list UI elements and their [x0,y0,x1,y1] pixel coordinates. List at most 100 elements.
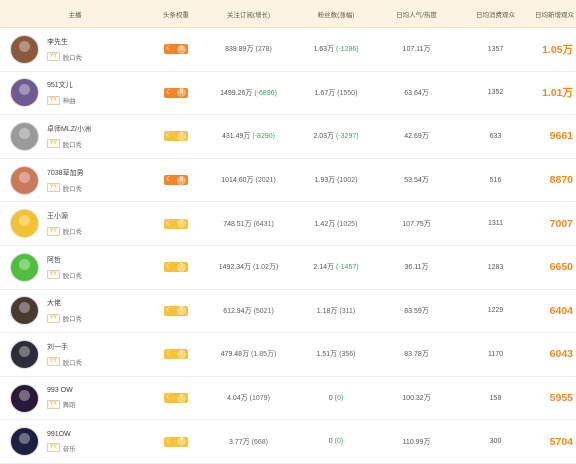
fans-cell: 1.51万 (356) [295,349,377,359]
gift-cell: 7007 [549,217,573,230]
popularity-cell: 107.11万 [402,46,431,54]
avatar[interactable] [10,165,39,195]
header-rank[interactable]: 头条权重 [163,11,189,19]
anchor-sub: YY 脱口秀 [47,52,82,62]
viewers-cell: 1357 [487,45,504,53]
table-row[interactable]: 刘一手 YY 脱口秀 ☾ 7 479.48万 (1.85万) 1.51万 (35… [0,333,576,377]
anchor-cell[interactable]: 7038草加男 YY 脱口秀 [0,165,150,195]
rank-level: 8 [177,88,186,98]
rank-cell: ☾ 8 [150,175,202,186]
anchor-sub: YY 脱口秀 [47,183,84,193]
anchor-name[interactable]: 王小源 [47,213,68,221]
anchor-name[interactable]: 刘一手 [47,343,68,351]
moon-icon: ☾ [166,263,173,271]
fans-cell: 1.93万 (1002) [295,175,377,185]
table-body: 李先生 YY 脱口秀 ☾ 8 839.89万 (278) 1.63万 (-128… [0,28,576,464]
anchor-sub: YY 神曲 [47,95,76,105]
fans-value: 2.03万 [313,133,335,141]
anchor-cell[interactable]: 大佬 YY 脱口秀 [0,296,150,326]
header-subscriptions[interactable]: 关注订阅(增长) [226,11,271,19]
gift-cell: 6043 [549,348,573,361]
verified-badge-icon: YY [47,313,60,323]
anchor-cell[interactable]: 卓师MLZ/小洲 YY 脱口秀 [0,121,150,151]
table-row[interactable]: 951文儿 YY 神曲 ☾ 8 1499.26万 (-6896) 1.67万 (… [0,72,576,116]
fans-cell: 1.63万 (-1286) [295,44,377,54]
avatar[interactable] [10,78,39,108]
anchor-category: 舞蹈 [62,402,76,410]
fans-value: 1.63万 [313,46,335,54]
rank-cell: ☾ 7 [150,131,202,142]
avatar[interactable] [10,121,39,151]
rank-badge: ☾ 7 [164,262,188,273]
rank-cell: ☾ 7 [150,262,202,273]
table-row[interactable]: 王小源 YY 脱口秀 ☾ 7 748.51万 (6431) 1.42万 (102… [0,202,576,246]
subscriptions-cell: 1492.34万 (1.02万) [202,262,295,272]
anchor-meta: 951文儿 YY 神曲 [47,80,76,105]
anchor-name[interactable]: 993 OW [47,387,73,395]
gift-cell: 5704 [549,435,573,448]
table-header: 主播 头条权重 关注订阅(增长) 粉丝数(涨幅) 日均人气/热度 日均消费观众 … [0,0,576,28]
subscriptions-delta: (278) [255,46,272,54]
anchor-name[interactable]: 991OW [47,430,71,438]
table-row[interactable]: 阿哲 YY 脱口秀 ☾ 7 1492.34万 (1.02万) 2.14万 (-1… [0,246,576,290]
anchor-cell[interactable]: 刘一手 YY 脱口秀 [0,339,150,369]
verified-badge-icon: YY [47,226,60,236]
anchor-name[interactable]: 951文儿 [47,82,73,90]
header-gift[interactable]: 日均新增观众 [535,11,574,19]
anchor-cell[interactable]: 李先生 YY 脱口秀 [0,34,150,64]
anchor-cell[interactable]: 991OW YY 音乐 [0,427,150,457]
avatar[interactable] [10,339,39,369]
table-row[interactable]: 卓师MLZ/小洲 YY 脱口秀 ☾ 7 431.49万 (-8290) 2.03… [0,115,576,159]
gift-cell: 1.05万 [542,43,573,56]
anchor-meta: 大佬 YY 脱口秀 [47,298,82,323]
moon-icon: ☾ [166,219,173,227]
rank-level: 7 [177,131,186,141]
anchor-name[interactable]: 大佬 [47,300,61,308]
rank-badge: ☾ 7 [164,218,188,229]
anchor-name[interactable]: 7038草加男 [47,169,84,177]
rank-level: 7 [177,393,186,403]
table-row[interactable]: 大佬 YY 脱口秀 ☾ 7 612.94万 (5021) 1.18万 (311)… [0,290,576,334]
moon-icon: ☾ [166,306,173,314]
rank-badge: ☾ 8 [164,44,188,55]
anchor-cell[interactable]: 993 OW YY 舞蹈 [0,383,150,413]
avatar[interactable] [10,209,39,239]
table-row[interactable]: 991OW YY 音乐 ☾ 7 3.77万 (668) 0 (0) 110.99… [0,420,576,464]
avatar[interactable] [10,34,39,64]
rank-cell: ☾ 7 [150,218,202,229]
avatar[interactable] [10,383,39,413]
subscriptions-value: 1499.26万 [220,89,253,97]
header-viewers[interactable]: 日均消费观众 [476,11,515,19]
table-row[interactable]: 7038草加男 YY 脱口秀 ☾ 8 1014.60万 (2021) 1.93万… [0,159,576,203]
anchor-cell[interactable]: 王小源 YY 脱口秀 [0,209,150,239]
anchor-category: 神曲 [62,98,76,106]
rank-badge: ☾ 7 [164,305,188,316]
anchor-name[interactable]: 阿哲 [47,256,61,264]
subscriptions-value: 479.48万 [220,351,250,359]
rank-badge: ☾ 8 [164,175,188,186]
anchor-cell[interactable]: 阿哲 YY 脱口秀 [0,252,150,282]
viewers-cell: 633 [489,132,502,140]
subscriptions-delta: (-6896) [254,89,277,97]
table-row[interactable]: 993 OW YY 舞蹈 ☾ 7 4.04万 (1079) 0 (0) 100.… [0,377,576,421]
header-anchor[interactable]: 主播 [68,11,82,19]
header-fans[interactable]: 粉丝数(涨幅) [317,11,355,19]
avatar[interactable] [10,296,39,326]
fans-value: 1.51万 [316,351,338,359]
subscriptions-delta: (2021) [255,177,276,185]
header-popularity[interactable]: 日均人气/热度 [396,11,437,19]
avatar[interactable] [10,252,39,282]
avatar[interactable] [10,427,39,457]
rank-cell: ☾ 8 [150,87,202,98]
verified-badge-icon: YY [47,95,60,105]
fans-delta: (0) [334,438,344,446]
anchor-name[interactable]: 卓师MLZ/小洲 [47,125,91,133]
anchor-name[interactable]: 李先生 [47,38,68,46]
fans-cell: 1.67万 (1550) [295,88,377,98]
gift-cell: 9661 [549,130,573,143]
subscriptions-value: 748.51万 [223,220,252,228]
anchor-cell[interactable]: 951文儿 YY 神曲 [0,78,150,108]
fans-value: 1.67万 [314,89,336,97]
subscriptions-delta: (-8290) [252,133,275,141]
table-row[interactable]: 李先生 YY 脱口秀 ☾ 8 839.89万 (278) 1.63万 (-128… [0,28,576,72]
